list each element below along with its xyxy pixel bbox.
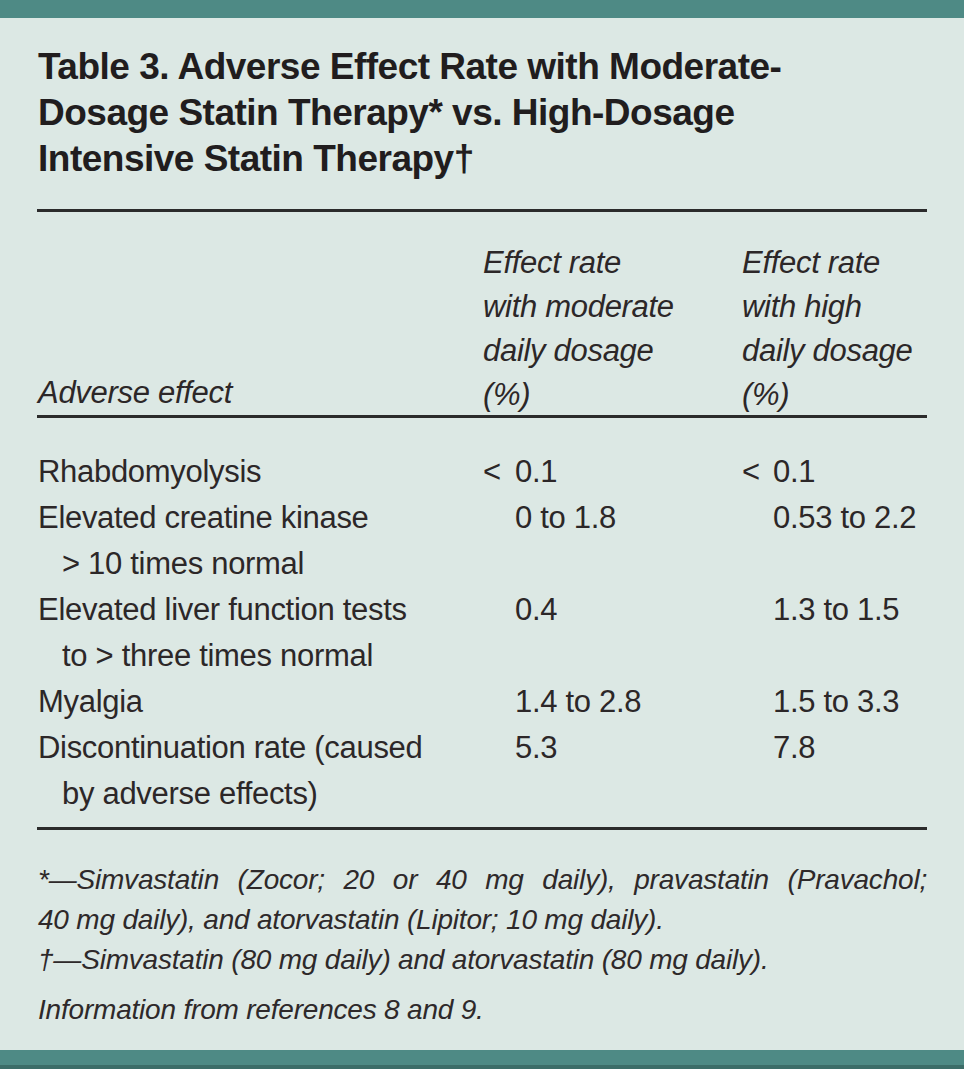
cell-value: 0 to 1.8 xyxy=(515,500,616,535)
row-label-line1: Discontinuation rate (caused xyxy=(38,730,423,765)
comparator-prefix: < xyxy=(742,449,773,495)
row-label: Rhabdomyolysis xyxy=(38,449,483,495)
table-row: Elevated liver function tests to > three… xyxy=(38,587,927,679)
bottom-accent-bar xyxy=(0,1050,964,1069)
table-row: Myalgia 1.4 to 2.8 1.5 to 3.3 xyxy=(38,679,927,725)
table-body: Rhabdomyolysis <0.1 <0.1 Elevated creati… xyxy=(38,449,927,817)
cell-value: 5.3 xyxy=(515,730,557,765)
footer-divider-rule xyxy=(37,827,927,830)
comparator-prefix: < xyxy=(483,449,515,495)
table-title: Table 3. Adverse Effect Rate with Modera… xyxy=(38,44,938,182)
row-label-line2: by adverse effects) xyxy=(38,771,483,817)
cell-value: 1.3 to 1.5 xyxy=(773,592,899,627)
moderate-dosage-cell: 0 to 1.8 xyxy=(483,495,742,541)
moderate-dosage-cell: 1.4 to 2.8 xyxy=(483,679,742,725)
journal-table-figure: Table 3. Adverse Effect Rate with Modera… xyxy=(0,0,964,1069)
source-note: Information from references 8 and 9. xyxy=(38,990,927,1030)
column-header-high-dosage: Effect rate with high daily dosage (%) xyxy=(742,241,912,417)
row-label-line1: Rhabdomyolysis xyxy=(38,454,261,489)
row-label: Myalgia xyxy=(38,679,483,725)
row-label-line2: > 10 times normal xyxy=(38,541,483,587)
moderate-dosage-cell: 0.4 xyxy=(483,587,742,633)
column-header-adverse-effect: Adverse effect xyxy=(38,371,232,415)
moderate-dosage-cell: 5.3 xyxy=(483,725,742,771)
row-label-line1: Myalgia xyxy=(38,684,143,719)
high-dosage-cell: 1.5 to 3.3 xyxy=(742,679,927,725)
header-divider-rule xyxy=(37,415,927,418)
high-dosage-cell: <0.1 xyxy=(742,449,927,495)
moderate-dosage-cell: <0.1 xyxy=(483,449,742,495)
row-label: Elevated liver function tests to > three… xyxy=(38,587,483,679)
column-header-moderate-dosage: Effect rate with moderate daily dosage (… xyxy=(483,241,674,417)
row-label-line1: Elevated liver function tests xyxy=(38,592,407,627)
footnote-asterisk-line1: *—Simvastatin (Zocor; 20 or 40 mg daily)… xyxy=(38,860,927,900)
cell-value: 1.5 to 3.3 xyxy=(773,684,899,719)
footnote-asterisk-line2: 40 mg daily), and atorvastatin (Lipitor;… xyxy=(38,900,927,940)
cell-value: 7.8 xyxy=(773,730,815,765)
high-dosage-cell: 7.8 xyxy=(742,725,927,771)
footnotes: *—Simvastatin (Zocor; 20 or 40 mg daily)… xyxy=(38,860,927,1030)
row-label: Elevated creatine kinase > 10 times norm… xyxy=(38,495,483,587)
top-accent-bar xyxy=(0,0,964,18)
cell-value: 0.1 xyxy=(515,454,557,489)
row-label-line1: Elevated creatine kinase xyxy=(38,500,369,535)
high-dosage-cell: 1.3 to 1.5 xyxy=(742,587,927,633)
table-row: Elevated creatine kinase > 10 times norm… xyxy=(38,495,927,587)
cell-value: 0.1 xyxy=(773,454,815,489)
title-divider-rule xyxy=(37,209,927,212)
cell-value: 1.4 to 2.8 xyxy=(515,684,641,719)
table-row: Rhabdomyolysis <0.1 <0.1 xyxy=(38,449,927,495)
cell-value: 0.53 to 2.2 xyxy=(773,500,916,535)
high-dosage-cell: 0.53 to 2.2 xyxy=(742,495,927,541)
footnote-dagger: †—Simvastatin (80 mg daily) and atorvast… xyxy=(38,940,927,980)
row-label: Discontinuation rate (caused by adverse … xyxy=(38,725,483,817)
table-row: Discontinuation rate (caused by adverse … xyxy=(38,725,927,817)
row-label-line2: to > three times normal xyxy=(38,633,483,679)
cell-value: 0.4 xyxy=(515,592,557,627)
